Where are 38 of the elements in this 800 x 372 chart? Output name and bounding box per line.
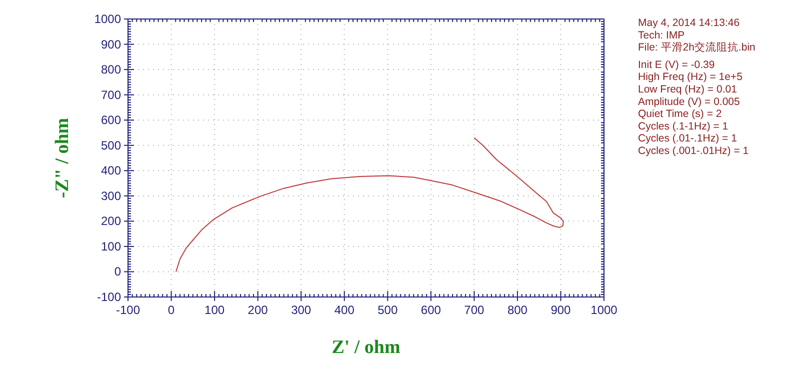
y-tick-label: 500 xyxy=(100,138,122,152)
y-tick-label: 1000 xyxy=(94,12,122,26)
y-axis-title: -Z" / ohm xyxy=(52,118,73,198)
x-tick-label: 1000 xyxy=(590,303,618,317)
x-tick-label: 800 xyxy=(507,303,528,317)
text: Low Freq (Hz) = 0.01 xyxy=(638,84,738,96)
text: Cycles (.1-1Hz) = 1 xyxy=(638,120,728,132)
text: Quiet Time (s) = 2 xyxy=(638,108,722,120)
y-tick-label: 900 xyxy=(100,37,122,52)
y-tick-label: 0 xyxy=(114,264,122,279)
text: Tech: IMP xyxy=(638,29,685,42)
y-tick-label: 300 xyxy=(100,188,122,203)
text: Amplitude (V) = 0.005 xyxy=(638,96,740,108)
x-tick-label: 0 xyxy=(168,303,175,317)
x-tick-label: 700 xyxy=(464,303,485,317)
x-axis-title: Z' / ohm xyxy=(332,337,400,358)
x-tick-label: 400 xyxy=(334,303,355,317)
x-tick-label: 300 xyxy=(291,303,312,317)
x-tick-label: 500 xyxy=(378,303,398,317)
y-tick-label: 400 xyxy=(100,164,122,178)
y-tick-label: 200 xyxy=(100,214,122,228)
text: File: 平滑2h交流阻抗.bin xyxy=(638,40,756,54)
y-tick-label: 100 xyxy=(100,239,122,254)
x-tick-label: 200 xyxy=(248,303,268,317)
x-tick-label: 100 xyxy=(204,303,225,317)
text: Init E (V) = -0.39 xyxy=(638,58,715,71)
text: Cycles (.001-.01Hz) = 1 xyxy=(638,145,749,157)
y-tick-label: 700 xyxy=(100,88,122,102)
y-tick-label: 600 xyxy=(100,113,122,128)
line-series xyxy=(176,137,564,272)
y-tick-label: -100 xyxy=(96,290,122,304)
text: High Freq (Hz) = 1e+5 xyxy=(638,71,743,84)
text: Cycles (.01-.1Hz) = 1 xyxy=(638,132,738,145)
x-tick-label: 900 xyxy=(550,303,572,317)
x-tick-label: -100 xyxy=(116,303,140,317)
y-tick-label: 800 xyxy=(100,62,122,77)
x-tick-label: 600 xyxy=(420,303,442,317)
text: May 4, 2014 14:13:46 xyxy=(638,17,740,29)
